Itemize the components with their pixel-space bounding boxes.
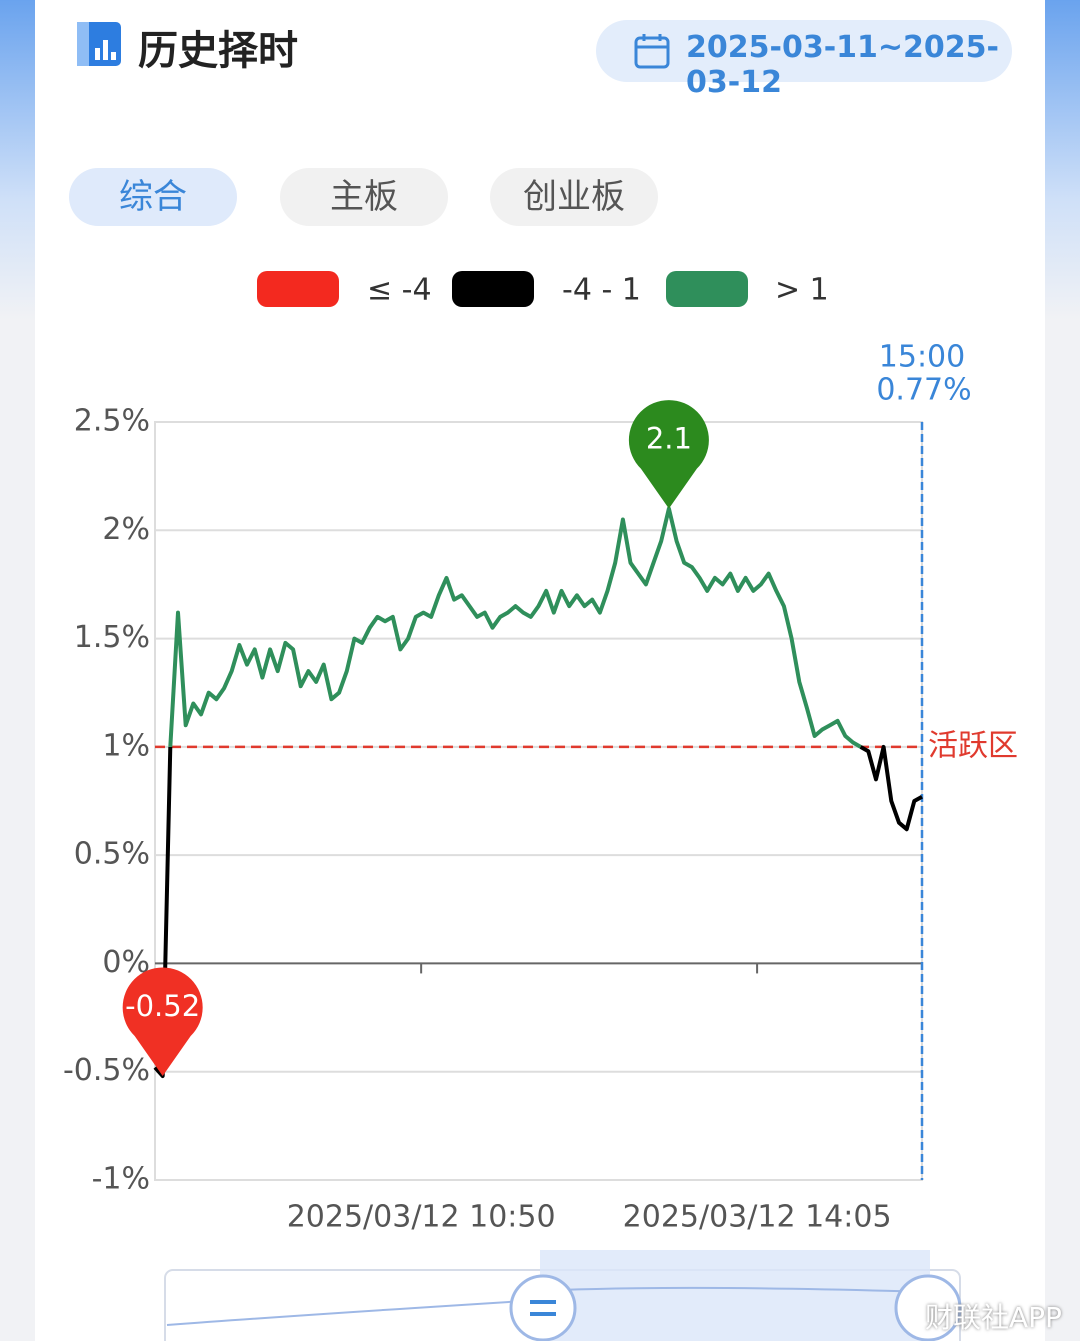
- page-title: 历史择时: [138, 28, 298, 74]
- legend-swatch: [452, 271, 534, 307]
- y-tick-label: 0.5%: [74, 837, 150, 872]
- watermark: 财联社APP: [925, 1301, 1062, 1334]
- tab[interactable]: 创业板: [490, 168, 658, 226]
- tab[interactable]: 综合: [69, 168, 237, 226]
- reference-label: 活跃区: [928, 728, 1018, 763]
- cursor-value: 0.77%: [876, 373, 971, 408]
- date-picker[interactable]: 2025-03-11~2025-03-12: [596, 20, 1012, 100]
- pin: [628, 400, 709, 509]
- series-line: [153, 744, 923, 1078]
- y-tick-label: 2.5%: [74, 404, 150, 439]
- legend-swatch: [666, 271, 748, 307]
- y-tick-label: -0.5%: [63, 1053, 150, 1088]
- y-tick-label: 1%: [102, 728, 150, 763]
- y-tick-label: 2%: [102, 512, 150, 547]
- title-icon: [77, 22, 121, 66]
- legend-swatch: [257, 271, 339, 307]
- series-line: [168, 506, 862, 749]
- y-tick-label: 1.5%: [74, 620, 150, 655]
- pin-label: -0.52: [125, 989, 200, 1023]
- calendar-icon: [634, 34, 670, 69]
- pin-label: 2.1: [646, 422, 692, 456]
- date-range: 2025-03-11~2025-03-12: [686, 30, 999, 100]
- tab[interactable]: 主板: [280, 168, 448, 226]
- legend-label: -4 - 1: [562, 273, 641, 308]
- x-tick-label: 2025/03/12 10:50: [287, 1200, 556, 1235]
- y-tick-label: -1%: [92, 1162, 150, 1197]
- pin: [122, 967, 203, 1077]
- zoom-slider[interactable]: [164, 1250, 962, 1341]
- legend-label: ≤ -4: [367, 273, 432, 308]
- x-tick-label: 2025/03/12 14:05: [623, 1200, 892, 1235]
- plot-frame: [154, 421, 923, 1181]
- legend-label: > 1: [775, 273, 829, 308]
- cursor-time: 15:00: [879, 340, 965, 375]
